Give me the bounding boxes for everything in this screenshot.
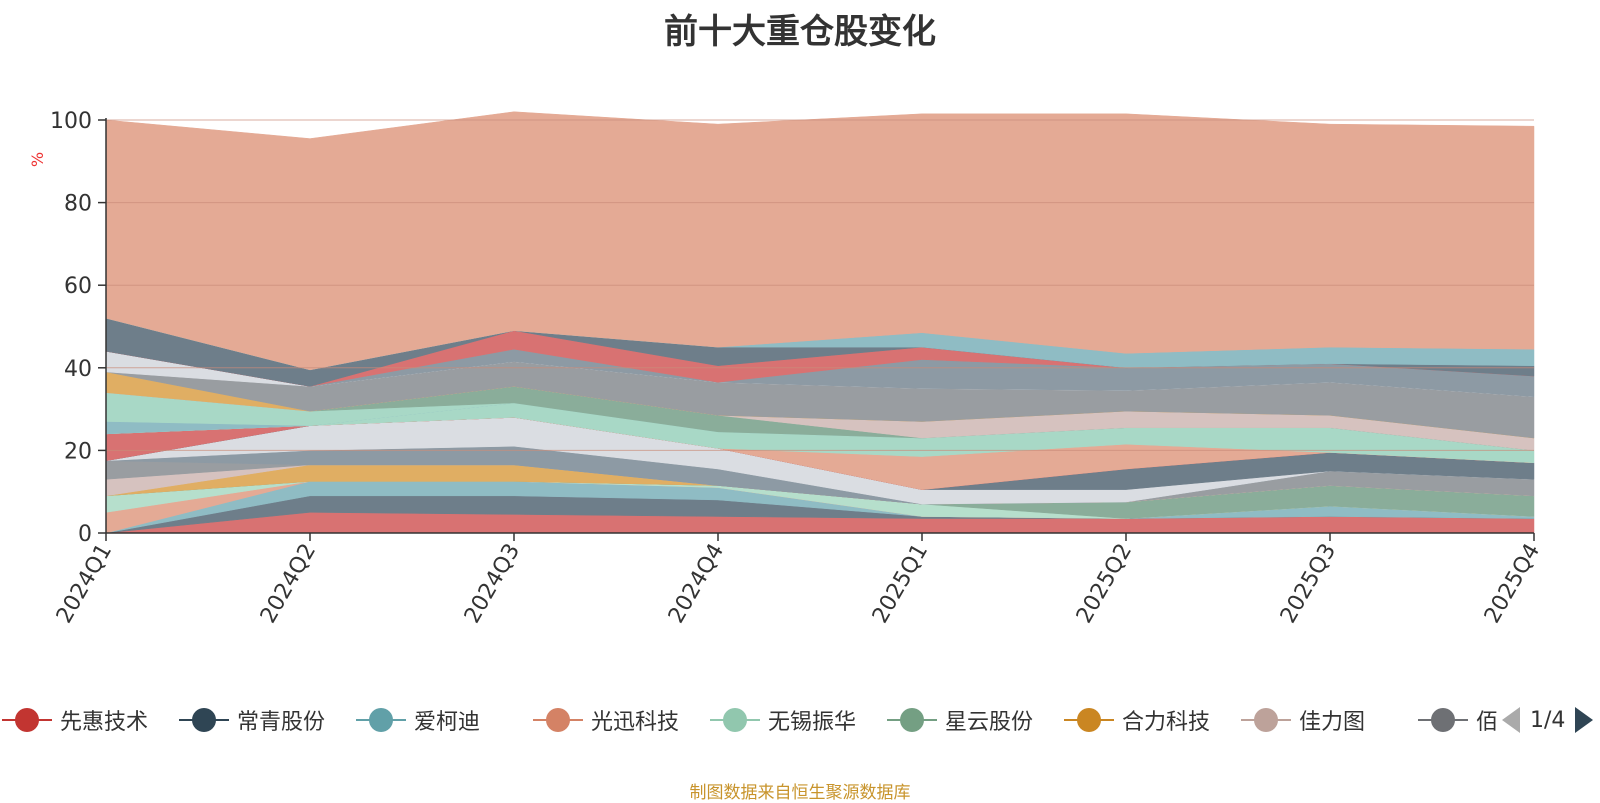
pager-text: 1/4 [1530, 707, 1566, 733]
legend-item-8[interactable]: 佳力图 [1241, 706, 1366, 735]
x-tick-label-2025Q2: 2025Q2 [1072, 540, 1137, 628]
legend-item-6[interactable]: 星云股份 [887, 706, 1034, 735]
x-tick-label-2025Q1: 2025Q1 [868, 540, 933, 628]
legend-marker-icon [179, 708, 229, 732]
legend-item-2[interactable]: 常青股份 [179, 706, 326, 735]
legend-item-5[interactable]: 无锡振华 [710, 706, 857, 735]
legend-label: 爱柯迪 [414, 710, 481, 735]
legend-pager: 1/4 [1500, 702, 1595, 738]
x-tick-label-2025Q3: 2025Q3 [1276, 540, 1341, 628]
area-series-27 [105, 111, 1535, 371]
y-tick-label-60: 60 [64, 274, 92, 299]
legend-marker-icon [710, 708, 760, 732]
x-tick-label-2024Q2: 2024Q2 [256, 540, 321, 628]
legend-item-4[interactable]: 光迅科技 [533, 706, 680, 735]
y-tick-label-40: 40 [64, 357, 92, 382]
x-tick-label-2024Q3: 2024Q3 [460, 540, 525, 628]
pager-next-icon[interactable] [1573, 705, 1595, 735]
legend-label: 光迅科技 [591, 710, 680, 735]
legend-marker-icon [2, 708, 52, 732]
legend-label: 佰维存储 [1476, 710, 1498, 735]
legend-item-3[interactable]: 爱柯迪 [356, 706, 481, 735]
series-areas [105, 111, 1535, 534]
legend-marker-icon [1418, 708, 1468, 732]
legend-label: 佳力图 [1299, 710, 1366, 735]
legend-marker-icon [1064, 708, 1114, 732]
legend-label: 星云股份 [945, 710, 1034, 735]
legend-marker-icon [887, 708, 937, 732]
y-tick-label-0: 0 [78, 522, 92, 547]
x-tick-label-2024Q1: 2024Q1 [52, 540, 117, 628]
legend-item-1[interactable]: 先惠技术 [2, 706, 149, 735]
legend-marker-icon [1241, 708, 1291, 732]
x-tick-label-2024Q4: 2024Q4 [664, 540, 729, 628]
legend-marker-icon [356, 708, 406, 732]
y-tick-label-20: 20 [64, 439, 92, 464]
footer-source: 制图数据来自恒生聚源数据库 [689, 783, 911, 803]
legend-label: 合力科技 [1122, 710, 1211, 735]
x-tick-label-2025Q4: 2025Q4 [1480, 540, 1545, 628]
pager-prev-icon[interactable] [1500, 705, 1522, 735]
legend-label: 先惠技术 [60, 710, 149, 735]
legend-label: 常青股份 [237, 710, 326, 735]
legend-items: 先惠技术 常青股份 爱柯迪 光迅科技 无锡振华 星云股份 合力科技 佳力图 佰维存储 [0, 700, 1498, 740]
legend-item-9[interactable]: 佰维存储 [1418, 706, 1498, 735]
y-axis-label: % [28, 151, 48, 168]
y-tick-label-100: 100 [50, 109, 92, 134]
legend-marker-icon [533, 708, 583, 732]
legend-item-7[interactable]: 合力科技 [1064, 706, 1211, 735]
legend: 先惠技术 常青股份 爱柯迪 光迅科技 无锡振华 星云股份 合力科技 佳力图 佰维存储 [0, 700, 1600, 740]
legend-label: 无锡振华 [768, 710, 857, 735]
chart-title: 前十大重仓股变化 [664, 12, 936, 52]
y-tick-label-80: 80 [64, 192, 92, 217]
